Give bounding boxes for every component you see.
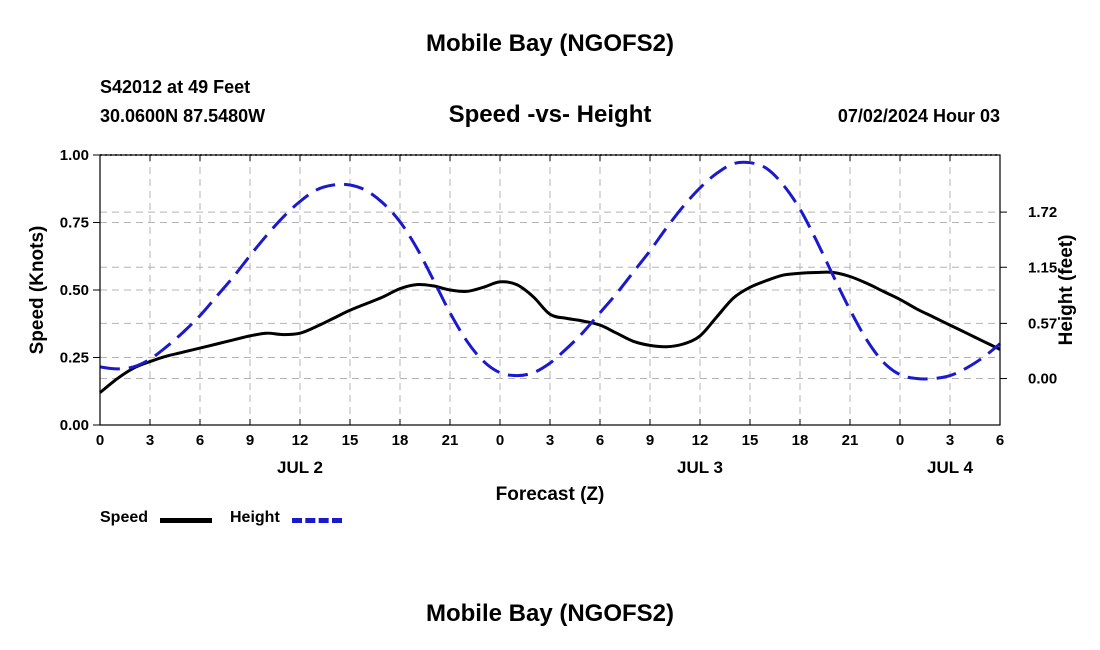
x-tick-label: 9 <box>646 432 654 449</box>
x-tick-label: 21 <box>442 432 459 449</box>
date-label: JUL 4 <box>927 458 974 477</box>
x-tick-label: 12 <box>692 432 709 449</box>
coordinates-label: 30.0600N 87.5480W <box>100 106 266 126</box>
x-tick-label: 15 <box>742 432 759 449</box>
y-tick-label: 0.75 <box>60 215 89 232</box>
x-tick-label: 12 <box>292 432 309 449</box>
y2-tick-label: 1.72 <box>1028 204 1057 221</box>
x-tick-label: 0 <box>96 432 104 449</box>
x-tick-label: 0 <box>896 432 904 449</box>
series-line-height <box>99 160 1001 381</box>
x-tick-label: 18 <box>392 432 409 449</box>
y-tick-label: 1.00 <box>60 147 89 164</box>
y2-tick-label: 0.57 <box>1028 315 1057 332</box>
x-tick-label: 6 <box>996 432 1004 449</box>
x-tick-label: 9 <box>246 432 254 449</box>
y-tick-label: 0.25 <box>60 350 89 367</box>
x-tick-label: 0 <box>496 432 504 449</box>
series-lines <box>99 160 1001 394</box>
x-tick-label: 6 <box>196 432 204 449</box>
y2-tick-label: 1.15 <box>1028 259 1057 276</box>
y2-tick-label: 0.00 <box>1028 371 1057 388</box>
y-tick-label: 0.50 <box>60 282 89 299</box>
legend-swatch-height <box>292 518 342 523</box>
x-tick-label: 6 <box>596 432 604 449</box>
y-axis-label-right: Height (feet) <box>1056 235 1077 346</box>
station-label: S42012 at 49 Feet <box>100 77 251 97</box>
forecast-datetime: 07/02/2024 Hour 03 <box>837 106 1000 126</box>
grid-lines <box>100 154 1000 425</box>
x-tick-label: 15 <box>342 432 359 449</box>
x-tick-label: 3 <box>946 432 954 449</box>
series-line-speed <box>99 270 1001 394</box>
y-axis-label-left: Speed (Knots) <box>27 226 48 355</box>
x-tick-label: 18 <box>792 432 809 449</box>
y-tick-label: 0.00 <box>60 417 89 434</box>
x-axis-label: Forecast (Z) <box>496 484 605 505</box>
x-tick-label: 3 <box>546 432 554 449</box>
legend-swatch-speed <box>160 518 212 523</box>
chart-subtitle: Speed -vs- Height <box>448 101 652 128</box>
chart-title: Mobile Bay (NGOFS2) <box>425 30 675 57</box>
x-tick-label: 21 <box>842 432 859 449</box>
legend-label-speed: Speed <box>100 509 149 526</box>
legend-label-height: Height <box>230 509 280 526</box>
footer-title: Mobile Bay (NGOFS2) <box>425 600 675 627</box>
axis-ticks: 0 3 6 9 12 15 18 21 0 3 6 9 12 15 18 21 0 3 6 JUL 2 JUL 3 JUL… <box>60 147 1057 477</box>
date-label: JUL 2 <box>277 458 323 477</box>
x-tick-label: 3 <box>146 432 154 449</box>
date-label: JUL 3 <box>677 458 723 477</box>
